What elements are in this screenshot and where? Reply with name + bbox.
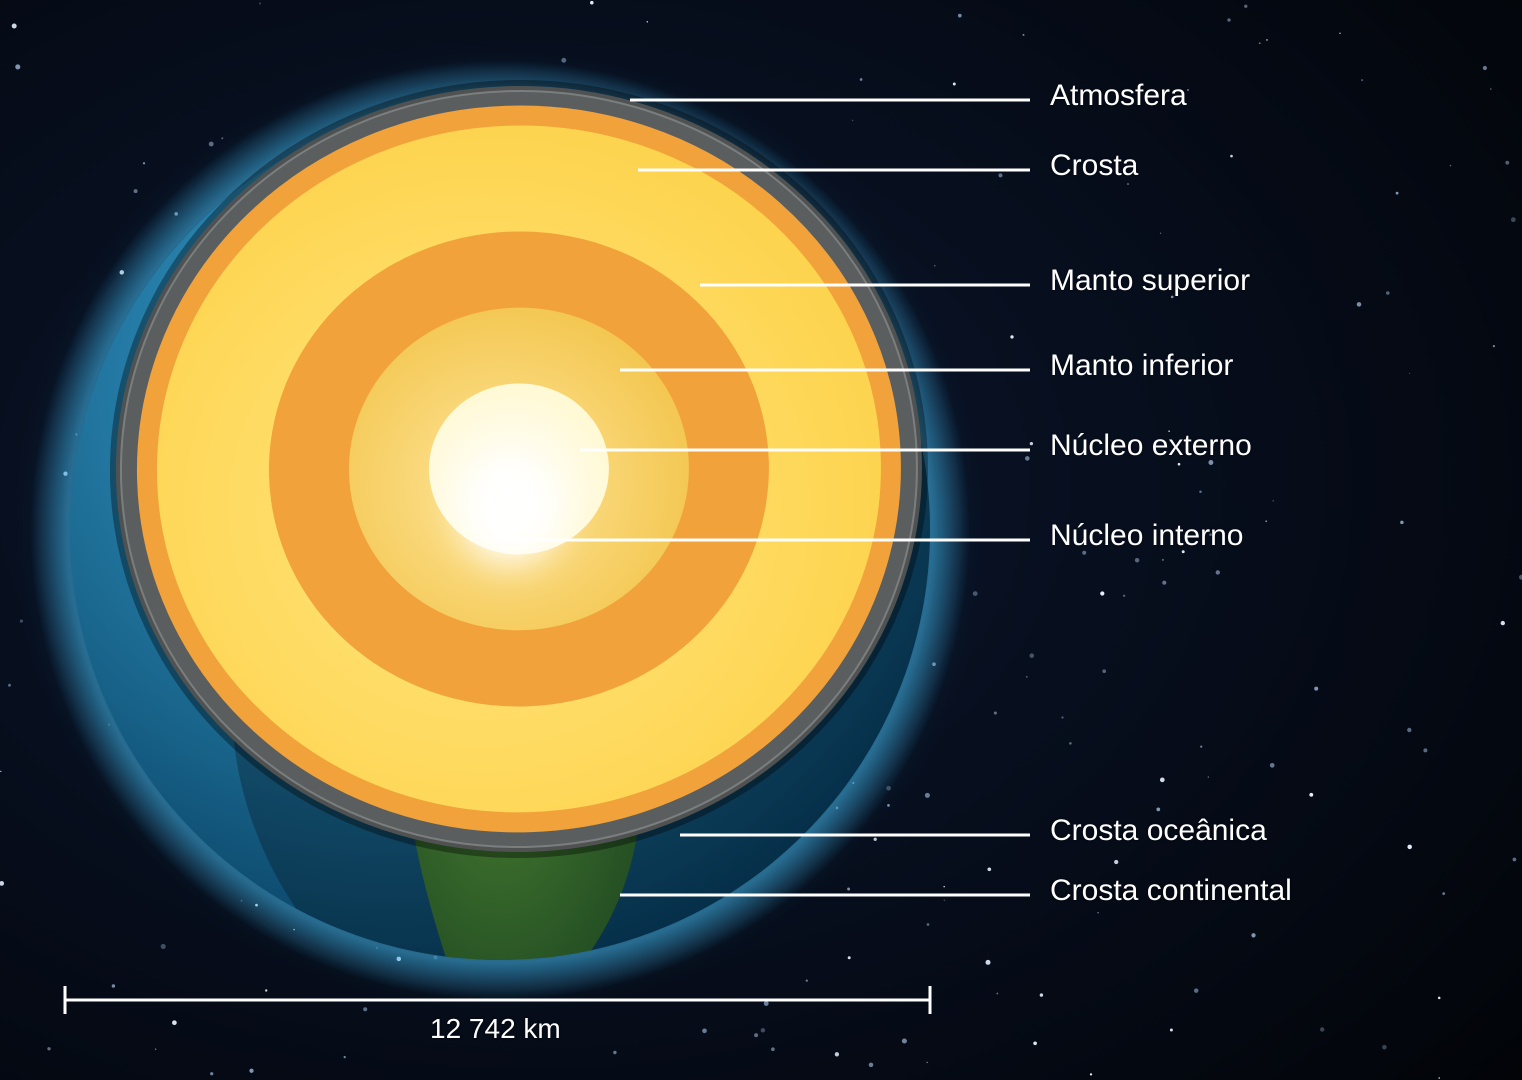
label-manto_sup: Manto superior xyxy=(1050,264,1250,298)
label-crosta_cont: Crosta continental xyxy=(1050,874,1292,908)
scale-label: 12 742 km xyxy=(430,1013,561,1045)
diagram-stage: Atmosfera Crosta Manto superior Manto infer… xyxy=(0,0,1522,1080)
label-atmosfera: Atmosfera xyxy=(1050,79,1187,113)
earth-layers-diagram xyxy=(0,0,1522,1080)
label-nucleo_int: Núcleo interno xyxy=(1050,519,1243,553)
label-nucleo_ext: Núcleo externo xyxy=(1050,429,1252,463)
label-manto_inf: Manto inferior xyxy=(1050,349,1233,383)
label-crosta_oce: Crosta oceânica xyxy=(1050,814,1267,848)
label-crosta: Crosta xyxy=(1050,149,1138,183)
